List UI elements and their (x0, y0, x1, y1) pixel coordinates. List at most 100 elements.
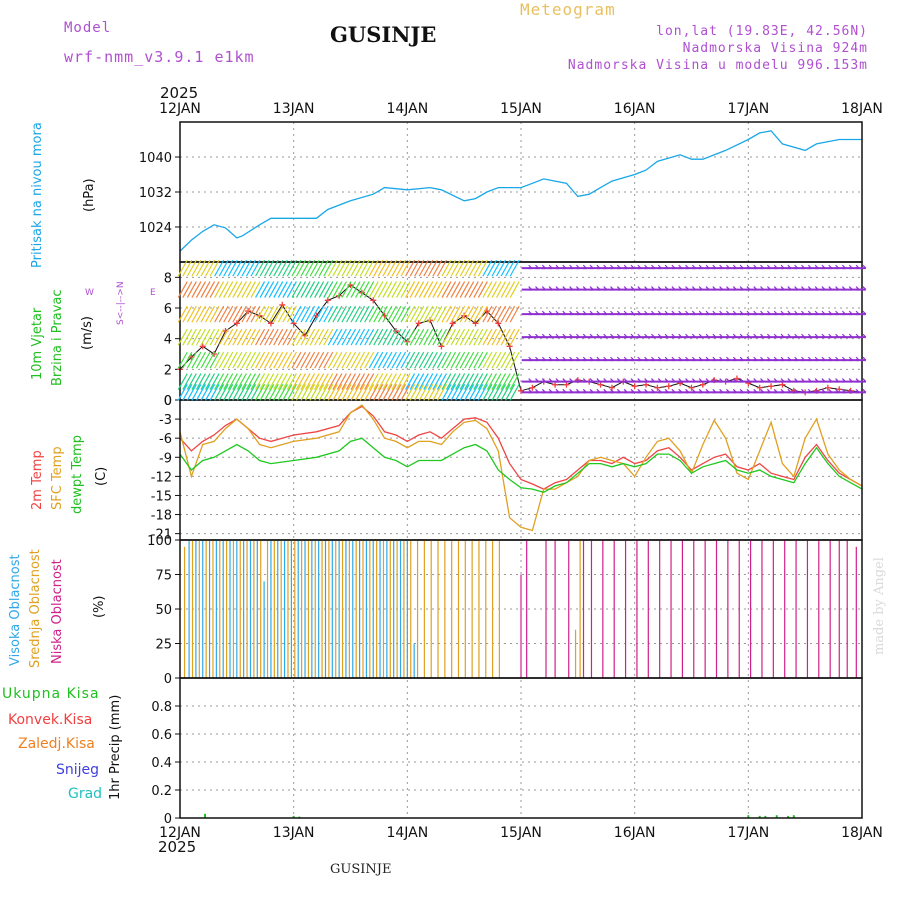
wind-barb (414, 351, 425, 369)
wind-barb (205, 305, 216, 323)
wind-barb (482, 281, 493, 298)
wind-barb (509, 305, 520, 323)
wind-barb (236, 305, 247, 323)
wind-barb (359, 305, 370, 323)
wind-gust-marker (495, 320, 502, 327)
wind-barb (386, 351, 397, 369)
wind-barb (227, 373, 238, 390)
wind-barb (291, 351, 302, 369)
wind-barb (314, 384, 325, 401)
wind-barb (200, 305, 211, 323)
wind-barb (177, 351, 188, 369)
wind-barb (395, 373, 407, 390)
wind-barb (255, 259, 266, 277)
wind-barb (355, 305, 366, 323)
wind-barb (468, 305, 479, 323)
x-tick-top: 17JAN (727, 101, 769, 117)
wind-barb (259, 328, 270, 346)
wind-barb (209, 373, 220, 390)
wind-gust-marker (654, 384, 661, 391)
wind-barb (241, 328, 252, 346)
wind-barb (341, 373, 352, 390)
wind-barb (332, 328, 343, 346)
series-line-pressure (179, 130, 862, 252)
wind-barb (218, 305, 229, 323)
wind-barb (386, 259, 397, 277)
wind-barb (191, 328, 202, 346)
wind-barb (291, 328, 302, 346)
wind-barb (364, 384, 375, 401)
wind-barb (223, 328, 234, 346)
wind-gust-marker (699, 381, 706, 388)
wind-barb (418, 351, 429, 369)
wind-barb (464, 351, 475, 369)
wind-barb (205, 328, 216, 346)
wind-barb (459, 281, 470, 298)
wind-barb (345, 328, 357, 346)
wind-barb (496, 351, 507, 369)
wind-gust-marker (415, 320, 422, 327)
wind-barb (500, 373, 511, 390)
model-name: wrf-nmm_v3.9.1 e1km (64, 48, 255, 66)
wind-barb (391, 305, 402, 323)
wind-barb (214, 384, 225, 401)
wind-barb (391, 351, 402, 369)
wind-barb (477, 351, 488, 369)
wind-barb (350, 328, 361, 346)
wind-barb (195, 305, 206, 323)
wind-barb (364, 281, 375, 298)
wind-barb (305, 281, 316, 298)
wind-barb (482, 384, 493, 401)
wind-barb (186, 351, 197, 369)
wind-barb (264, 305, 275, 323)
wind-barb (209, 259, 220, 277)
wind-barb (486, 351, 497, 369)
wind-barb (373, 384, 384, 401)
wind-barb (450, 259, 461, 277)
wind-barb (477, 281, 488, 298)
wind-gust-marker (563, 381, 570, 388)
wind-barb (327, 305, 338, 323)
wind-barb (309, 373, 320, 390)
wind-barb (423, 281, 434, 298)
wind-barb (214, 259, 225, 277)
wind-barb (405, 305, 416, 323)
wind-barb (455, 281, 466, 298)
wind-barb (473, 328, 484, 346)
wind-barb (377, 373, 388, 390)
wind-barb (332, 281, 343, 298)
wind-barb (486, 281, 497, 298)
wind-barb (509, 384, 520, 401)
wind-barb (332, 305, 343, 323)
wind-barb (368, 281, 379, 298)
wind-barb (336, 305, 347, 323)
wind-barb (414, 281, 425, 298)
wind-barb (446, 328, 457, 346)
wind-barb (486, 328, 497, 346)
wind-barb (236, 384, 247, 401)
wind-gust-marker (643, 381, 650, 388)
wind-barb (291, 305, 302, 323)
wind-barb (423, 351, 434, 369)
wind-barb (268, 281, 279, 298)
wind-barb (341, 351, 352, 369)
product-title: Meteogram (520, 0, 616, 19)
wind-barb (482, 259, 493, 277)
wind-barb (382, 281, 393, 298)
wind-barb (441, 351, 452, 369)
wind-barb (350, 281, 361, 298)
y-tick-label: 0 (164, 812, 172, 827)
wind-barb (277, 281, 288, 298)
wind-barb (309, 259, 320, 277)
wind-barb (282, 328, 293, 346)
wind-barb (405, 328, 416, 346)
wind-barb (491, 305, 502, 323)
wind-barb (436, 351, 447, 369)
y-tick-label: 100 (147, 534, 172, 549)
wind-barb (373, 351, 384, 369)
wind-barb (427, 259, 438, 277)
wind-barb (364, 351, 375, 369)
wind-barb (191, 281, 202, 298)
wind-barb (273, 305, 284, 323)
model-label: Model (64, 20, 112, 36)
